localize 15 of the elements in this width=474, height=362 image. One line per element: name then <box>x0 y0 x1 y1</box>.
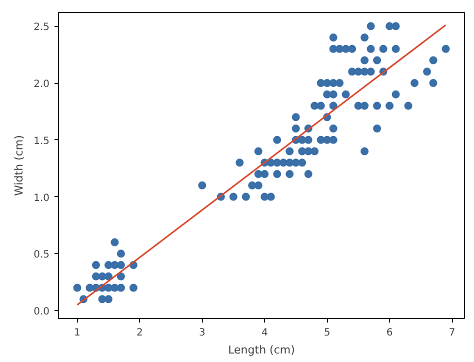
x-axis-title: Length (cm) <box>228 344 295 356</box>
x-tick-label: 7 <box>448 328 456 338</box>
x-tick-label: 1 <box>74 328 80 338</box>
x-tick-label: 2 <box>136 328 143 338</box>
x-tick-label: 3 <box>198 328 206 338</box>
x-tick-label: 4 <box>261 328 268 338</box>
y-tick-label: 2.5 <box>34 22 50 34</box>
y-tick-label: 2.0 <box>34 79 50 90</box>
y-tick-label: 0.5 <box>34 250 50 261</box>
y-tick-label: 0.0 <box>34 306 50 318</box>
y-tick-label: 1.5 <box>34 136 50 147</box>
y-tick-label: 1.0 <box>34 192 50 204</box>
y-axis-title: Width (cm) <box>12 135 26 196</box>
x-tick-label: 5 <box>324 328 330 338</box>
x-tick-label: 6 <box>386 328 393 338</box>
